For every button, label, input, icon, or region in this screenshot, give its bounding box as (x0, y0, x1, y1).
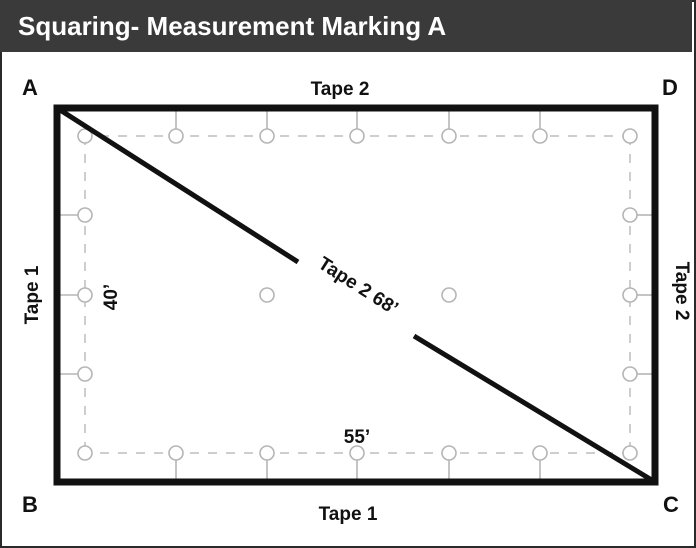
edge-label-bottom: Tape 1 (319, 504, 378, 525)
stake-marker-bottom (441, 445, 457, 461)
diagonal-tape-upper (55, 105, 300, 265)
edge-label-left: Tape 1 (22, 265, 43, 324)
stake-marker-top (349, 128, 365, 144)
stake-marker-left (77, 366, 93, 382)
stake-marker-top (532, 128, 548, 144)
dimension-width: 55’ (344, 427, 370, 448)
outer-rectangle (53, 104, 659, 486)
corner-label-d: D (662, 75, 678, 100)
edge-label-top: Tape 2 (311, 79, 370, 100)
stake-markers (60, 111, 652, 479)
diagram-title: Squaring- Measurement Marking A (18, 11, 447, 41)
edge-label-right: Tape 2 (671, 262, 692, 321)
title-bar: Squaring- Measurement Marking A (0, 0, 692, 52)
stake-marker-bottom (168, 445, 184, 461)
stake-marker-bottom (77, 445, 93, 461)
stake-marker-left (77, 207, 93, 223)
stake-marker-top (77, 128, 93, 144)
stake-marker-top (441, 128, 457, 144)
stake-marker-right (622, 287, 638, 303)
stake-marker-bottom (259, 445, 275, 461)
dimension-height: 40’ (101, 284, 122, 310)
stake-marker-bottom (349, 445, 365, 461)
corner-label-b: B (22, 492, 38, 517)
stake-marker-top (259, 128, 275, 144)
stake-marker-center (441, 287, 457, 303)
stake-marker-top (168, 128, 184, 144)
stake-marker-top (622, 128, 638, 144)
diagonal-tape-lower (412, 333, 657, 485)
stake-marker-right (622, 207, 638, 223)
stake-marker-left (77, 287, 93, 303)
stake-marker-center (259, 287, 275, 303)
stake-marker-bottom (532, 445, 548, 461)
diagonal-label: Tape 2 68’ (314, 253, 402, 319)
corner-label-c: C (663, 492, 679, 517)
corner-label-a: A (22, 75, 38, 100)
stake-marker-bottom (622, 445, 638, 461)
stake-marker-right (622, 366, 638, 382)
